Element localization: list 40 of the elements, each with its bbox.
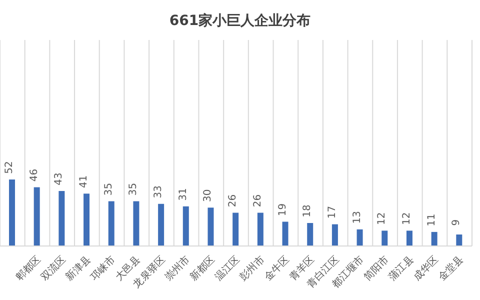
data-label: 12 [401,212,412,226]
bar [257,212,264,246]
bar [9,180,15,246]
data-label: 43 [54,172,65,186]
data-label: 18 [302,204,314,218]
bar [456,234,462,246]
data-label: 26 [252,194,264,208]
data-label: 17 [326,206,338,219]
data-label: 12 [376,212,388,226]
data-label: 13 [352,211,363,224]
bar [34,187,40,246]
data-label: 31 [178,188,189,201]
data-label: 35 [103,182,114,196]
bar [108,201,114,246]
data-label: 35 [128,182,140,196]
bar [431,232,438,246]
bar [356,229,363,246]
bar [232,212,239,246]
bar [332,224,338,246]
data-label: 9 [451,219,462,226]
data-label: 26 [228,194,239,208]
bar [133,201,140,246]
bar [182,206,189,246]
x-tick-label: 金堂县 [436,254,466,284]
data-label: 46 [28,168,40,182]
bar [382,230,388,246]
data-label: 11 [426,214,438,226]
bar [282,222,288,246]
bar [58,191,65,246]
data-label: 19 [277,203,288,216]
data-label: 30 [202,189,214,202]
bar [158,204,164,246]
bar [208,208,214,246]
data-label: 41 [78,175,90,188]
data-label: 52 [4,161,15,174]
chart-title: 661家小巨人企业分布 [168,12,312,30]
data-label: 33 [153,185,164,198]
bar [84,194,90,246]
bar [406,230,412,246]
bar [307,223,314,246]
